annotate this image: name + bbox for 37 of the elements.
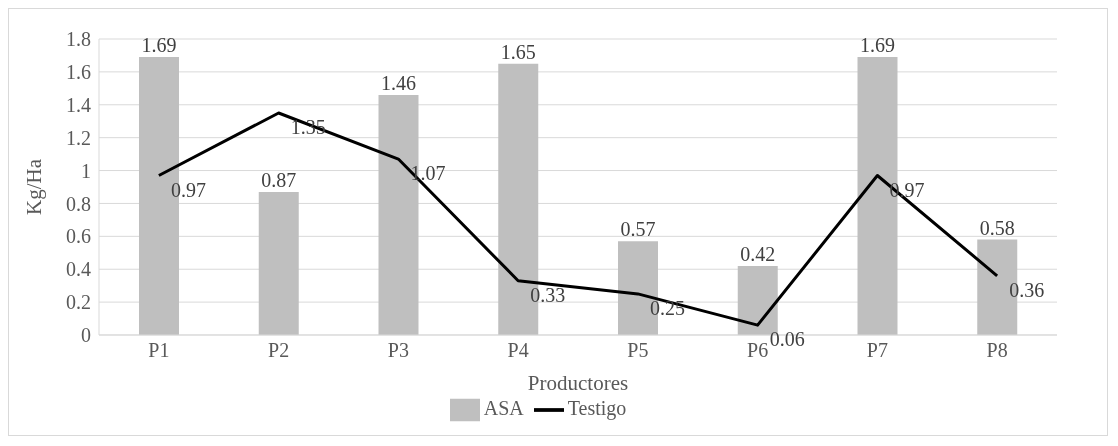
y-tick-label: 0.2	[66, 291, 91, 314]
x-tick-label: P8	[986, 339, 1008, 362]
y-tick-label: 1.6	[66, 60, 91, 83]
x-tick-label: P7	[866, 339, 888, 362]
data-label: 0.87	[261, 168, 297, 191]
data-label: 0.36	[1009, 278, 1045, 301]
data-label: 1.69	[141, 34, 177, 57]
x-tick-label: P4	[507, 339, 529, 362]
data-label: 1.46	[381, 71, 416, 94]
x-tick-label: P3	[387, 339, 409, 362]
data-label: 0.58	[979, 216, 1015, 239]
data-label: 1.07	[410, 162, 446, 185]
y-tick-label: 0.4	[66, 258, 91, 281]
y-tick-label: 1.8	[66, 28, 91, 51]
data-label: 0.33	[530, 283, 566, 306]
data-label: 1.69	[860, 34, 895, 57]
y-tick-label: 0.8	[66, 192, 91, 215]
y-tick-label: 0	[81, 324, 91, 347]
data-label: 1.65	[500, 40, 536, 63]
y-tick-label: 1.2	[66, 126, 91, 149]
legend-label: Testigo	[567, 396, 627, 419]
y-tick-label: 1	[81, 159, 91, 182]
x-tick-label: P6	[747, 339, 769, 362]
bar	[258, 191, 299, 335]
data-label: 0.57	[620, 218, 656, 241]
y-tick-label: 1.4	[66, 93, 91, 116]
y-tick-label: 0.6	[66, 225, 91, 248]
y-axis-title: Kg/Ha	[22, 158, 47, 215]
data-label: 0.42	[740, 242, 776, 265]
x-tick-label: P1	[148, 339, 170, 362]
x-tick-label: P5	[627, 339, 649, 362]
x-axis-title: Productores	[527, 371, 629, 395]
x-tick-label: P2	[268, 339, 290, 362]
legend-label: ASA	[483, 396, 524, 419]
data-label: 0.97	[170, 178, 206, 201]
data-label: 0.06	[769, 328, 805, 351]
data-label: 0.25	[649, 296, 685, 319]
